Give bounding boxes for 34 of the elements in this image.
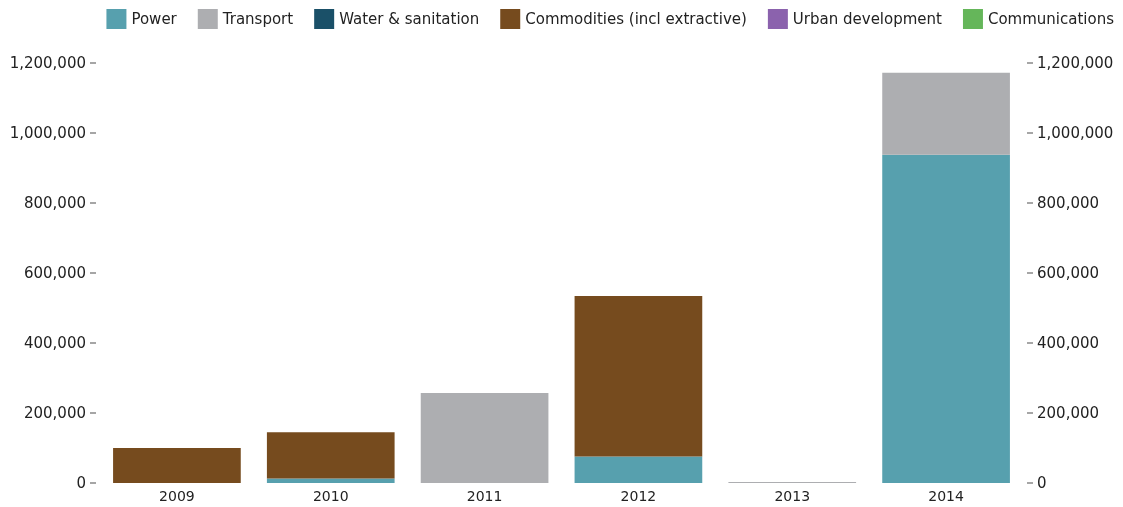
bar <box>882 72 1010 155</box>
x-tick-label: 2012 <box>620 488 657 504</box>
y2-tick-label: 600,000 <box>1037 264 1100 282</box>
bar <box>420 393 549 483</box>
legend-label: Power <box>131 10 178 28</box>
x-tick-label: 2011 <box>466 488 503 504</box>
x-tick-label: 2009 <box>159 488 195 504</box>
x-tick-label: 2014 <box>928 488 964 504</box>
legend-label: Urban development <box>792 10 943 28</box>
y2-tick-label: 400,000 <box>1037 334 1100 352</box>
y-tick-label: 600,000 <box>23 264 86 282</box>
y-tick-label: 1,200,000 <box>9 54 86 72</box>
legend-label: Transport <box>221 10 294 28</box>
x-tick-label: 2013 <box>774 488 811 504</box>
y-tick-label: 0 <box>76 474 86 492</box>
bar <box>882 154 1010 483</box>
y-tick-label: 800,000 <box>23 194 86 212</box>
y2-tick-label: 800,000 <box>1037 194 1100 212</box>
legend-label: Communications <box>987 10 1115 28</box>
y-tick-label: 1,000,000 <box>9 124 86 142</box>
legend-label: Commodities (incl extractive) <box>525 10 747 28</box>
bar <box>574 456 703 483</box>
y-tick-label: 200,000 <box>23 404 86 422</box>
bar <box>266 478 395 483</box>
bar <box>266 432 395 479</box>
y2-tick-label: 1,200,000 <box>1037 54 1114 72</box>
y2-tick-label: 0 <box>1037 474 1047 492</box>
y2-tick-label: 1,000,000 <box>1037 124 1114 142</box>
bar <box>113 448 241 483</box>
x-tick-label: 2010 <box>312 488 349 504</box>
legend-label: Water & sanitation <box>339 10 480 28</box>
y2-tick-label: 200,000 <box>1037 404 1100 422</box>
bar <box>574 296 703 457</box>
y-tick-label: 400,000 <box>23 334 86 352</box>
